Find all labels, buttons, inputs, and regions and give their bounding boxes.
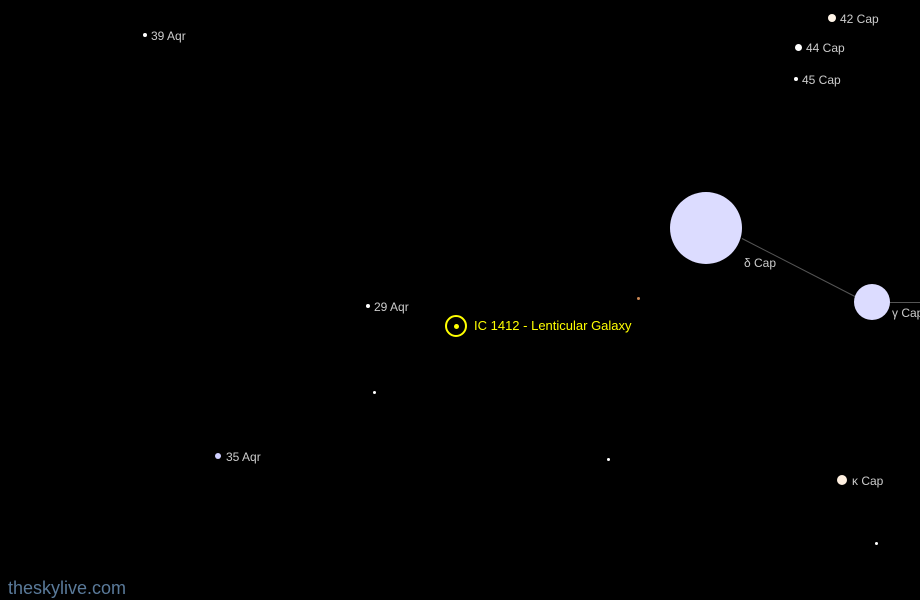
star-label: 45 Cap (802, 73, 841, 87)
star (837, 475, 847, 485)
faint-star (637, 297, 640, 300)
star-label: δ Cap (744, 256, 776, 270)
star (794, 77, 798, 81)
constellation-line (890, 302, 920, 303)
star (670, 192, 742, 264)
star-label: 39 Aqr (151, 29, 186, 43)
star-label: 29 Aqr (374, 300, 409, 314)
faint-star (373, 391, 376, 394)
watermark: theskylive.com (8, 578, 126, 599)
star (828, 14, 836, 22)
star-label: 44 Cap (806, 41, 845, 55)
star (366, 304, 370, 308)
faint-star (607, 458, 610, 461)
star (854, 284, 890, 320)
star-label: 42 Cap (840, 12, 879, 26)
star (215, 453, 221, 459)
star-label: κ Cap (852, 474, 883, 488)
star-label: 35 Aqr (226, 450, 261, 464)
target-label: IC 1412 - Lenticular Galaxy (474, 318, 632, 333)
star (143, 33, 147, 37)
target-dot (454, 324, 459, 329)
star (795, 44, 802, 51)
faint-star (875, 542, 878, 545)
star-label: γ Cap (892, 306, 920, 320)
